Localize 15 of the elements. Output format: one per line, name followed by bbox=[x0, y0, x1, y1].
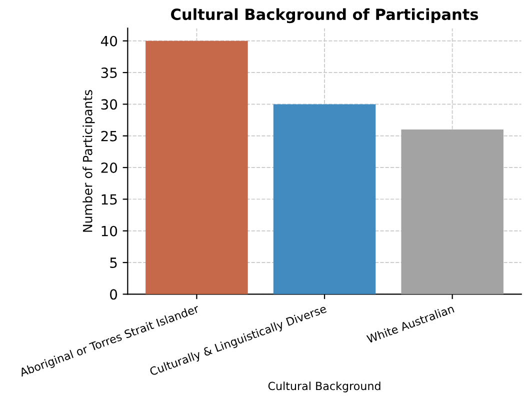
y-tick-label: 30 bbox=[101, 99, 118, 110]
chart-title: Cultural Background of Participants bbox=[171, 8, 478, 24]
bar bbox=[273, 104, 376, 294]
y-tick-label: 20 bbox=[101, 162, 118, 174]
y-axis-title: Number of Participants bbox=[82, 90, 95, 232]
y-tick-label: 0 bbox=[110, 289, 118, 300]
y-tick-label: 10 bbox=[102, 226, 118, 236]
bar bbox=[401, 130, 504, 294]
y-tick-label: 25 bbox=[101, 130, 117, 142]
y-tick-label: 15 bbox=[102, 194, 117, 205]
bar bbox=[146, 40, 248, 294]
y-tick-label: 35 bbox=[101, 68, 117, 78]
y-tick-label: 5 bbox=[110, 258, 117, 268]
y-tick-label: 40 bbox=[100, 36, 118, 46]
x-axis-title: Cultural Background bbox=[268, 382, 380, 392]
